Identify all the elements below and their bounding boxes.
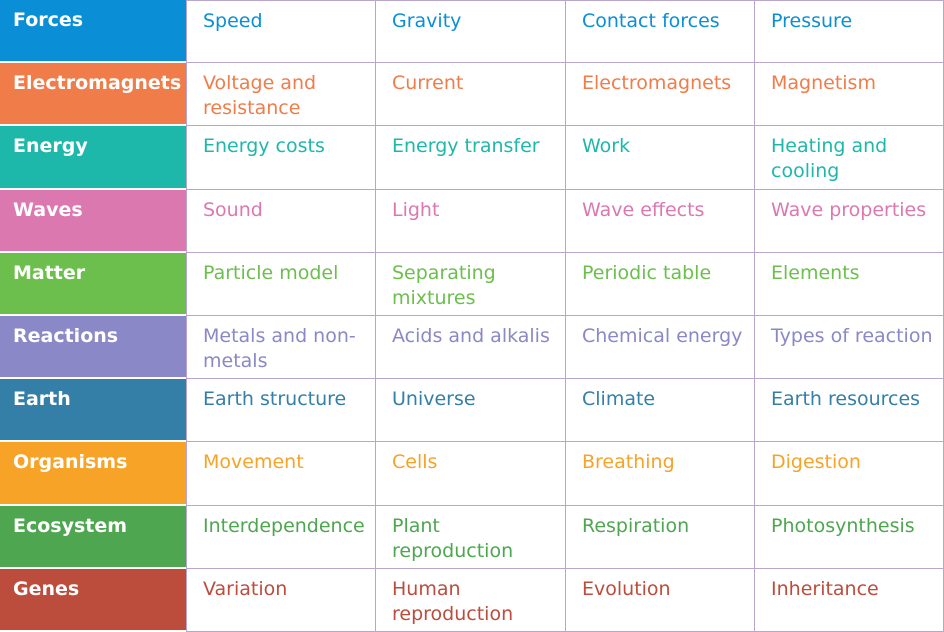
subtopic-cell: Wave effects xyxy=(565,189,754,253)
subtopic-cell: Human reproduction xyxy=(375,568,565,632)
subtopic-cell: Wave properties xyxy=(754,189,944,253)
subtopic-cell: Breathing xyxy=(565,442,754,506)
subtopic-cell: Current xyxy=(375,63,565,127)
subtopic-cell: Plant reproduction xyxy=(375,505,565,569)
subtopic-cell: Earth structure xyxy=(186,379,375,443)
subtopic-cell: Magnetism xyxy=(754,63,944,127)
subtopic-cell: Pressure xyxy=(754,0,944,64)
subtopic-cell: Periodic table xyxy=(565,252,754,316)
subtopic-cell: Voltage and resistance xyxy=(186,63,375,127)
subtopic-cell: Work xyxy=(565,126,754,190)
topic-heading: Electromagnets xyxy=(0,63,186,127)
topic-heading: Ecosystem xyxy=(0,505,186,569)
subtopic-cell: Sound xyxy=(186,189,375,253)
subtopic-cell: Interdependence xyxy=(186,505,375,569)
subtopic-cell: Metals and non-metals xyxy=(186,315,375,380)
subtopic-cell: Evolution xyxy=(565,568,754,632)
subtopic-cell: Acids and alkalis xyxy=(375,315,565,380)
subtopic-cell: Climate xyxy=(565,379,754,443)
subtopic-cell: Types of reaction xyxy=(754,315,944,380)
subtopic-cell: Separating mixtures xyxy=(375,252,565,316)
subtopic-cell: Digestion xyxy=(754,442,944,506)
topic-heading: Earth xyxy=(0,379,186,443)
topic-heading: Organisms xyxy=(0,442,186,506)
topic-heading: Genes xyxy=(0,568,186,632)
topic-heading: Waves xyxy=(0,189,186,253)
subtopic-cell: Heating and cooling xyxy=(754,126,944,190)
subtopic-cell: Cells xyxy=(375,442,565,506)
subtopic-cell: Light xyxy=(375,189,565,253)
topic-heading: Reactions xyxy=(0,315,186,380)
subtopic-cell: Gravity xyxy=(375,0,565,64)
subtopic-cell: Chemical energy xyxy=(565,315,754,380)
subtopic-cell: Electromagnets xyxy=(565,63,754,127)
subtopic-cell: Earth resources xyxy=(754,379,944,443)
topic-heading: Forces xyxy=(0,0,186,64)
subtopic-cell: Movement xyxy=(186,442,375,506)
subtopic-cell: Inheritance xyxy=(754,568,944,632)
subtopic-cell: Particle model xyxy=(186,252,375,316)
subtopic-cell: Elements xyxy=(754,252,944,316)
subtopic-cell: Photosynthesis xyxy=(754,505,944,569)
subtopic-cell: Energy costs xyxy=(186,126,375,190)
subtopic-cell: Respiration xyxy=(565,505,754,569)
subtopic-cell: Contact forces xyxy=(565,0,754,64)
subtopic-cell: Speed xyxy=(186,0,375,64)
subtopic-cell: Variation xyxy=(186,568,375,632)
topic-heading: Matter xyxy=(0,252,186,316)
subtopic-cell: Universe xyxy=(375,379,565,443)
subtopic-cell: Energy transfer xyxy=(375,126,565,190)
topic-heading: Energy xyxy=(0,126,186,190)
